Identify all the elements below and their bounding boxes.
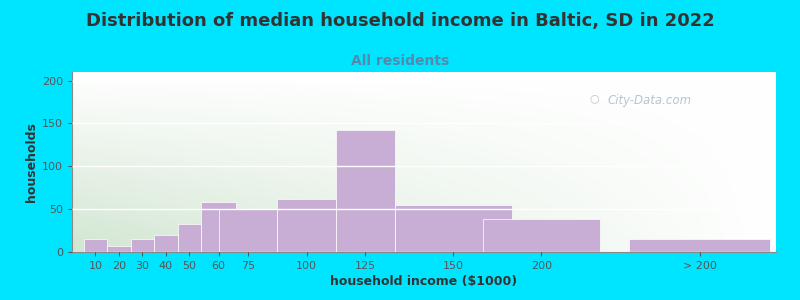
Bar [218, 209, 278, 252]
Bar [84, 239, 107, 252]
Text: Distribution of median household income in Baltic, SD in 2022: Distribution of median household income … [86, 12, 714, 30]
Bar [278, 199, 336, 252]
Bar [482, 219, 600, 252]
Text: City-Data.com: City-Data.com [607, 94, 691, 106]
Y-axis label: households: households [25, 122, 38, 202]
X-axis label: household income ($1000): household income ($1000) [330, 275, 518, 288]
Text: All residents: All residents [351, 54, 449, 68]
Bar [336, 130, 394, 252]
Bar [107, 246, 130, 252]
Bar [130, 239, 154, 252]
Bar [630, 239, 770, 252]
Text: ○: ○ [590, 94, 599, 103]
Bar [201, 202, 236, 252]
Bar [394, 205, 512, 252]
Bar [154, 235, 178, 252]
Bar [178, 224, 201, 252]
